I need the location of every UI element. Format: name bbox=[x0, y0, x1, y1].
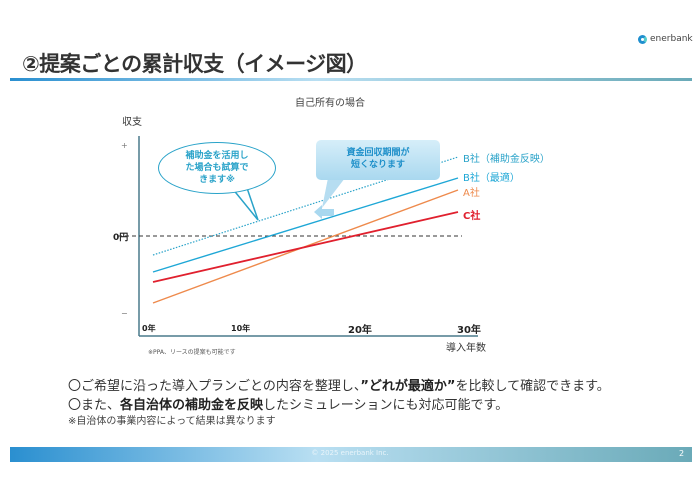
series-label-b-optimal: B社（最適） bbox=[463, 173, 520, 184]
chart-title: 自己所有の場合 bbox=[295, 98, 365, 109]
page-title: ②提案ごとの累計収支（イメージ図） bbox=[22, 52, 367, 76]
series-label-a: A社 bbox=[463, 188, 480, 199]
logo-mark-icon bbox=[638, 34, 647, 44]
series-line-0 bbox=[152, 156, 459, 256]
bold-text: 各自治体の補助金を反映 bbox=[120, 398, 264, 413]
box-tail bbox=[322, 178, 345, 208]
footer-bar bbox=[10, 447, 692, 462]
subsidy-callout-line: 補助金を活用し bbox=[185, 151, 249, 161]
payback-callout-line: 資金回収期間が bbox=[346, 148, 410, 158]
text: 〇また、 bbox=[68, 398, 121, 413]
x-tick-20: 20年 bbox=[348, 325, 372, 336]
header-divider bbox=[10, 78, 692, 81]
series-label-b-subsidy: B社（補助金反映） bbox=[463, 154, 550, 165]
body-line-2: 〇また、各自治体の補助金を反映したシミュレーションにも対応可能です。 bbox=[68, 394, 508, 413]
subsidy-callout-line: きます※ bbox=[199, 175, 235, 185]
enerbank-logo: enerbank bbox=[638, 34, 693, 44]
left-arrow-icon bbox=[314, 205, 334, 219]
page-number: 2 bbox=[679, 449, 685, 458]
copyright: © 2025 enerbank Inc. bbox=[311, 449, 389, 457]
bold-text: ”どれが最適か” bbox=[360, 379, 456, 394]
text: を比較して確認できます。 bbox=[455, 379, 610, 394]
payback-callout: 資金回収期間が 短くなります bbox=[316, 140, 440, 180]
x-tick-10: 10年 bbox=[231, 324, 251, 333]
x-tick-30: 30年 bbox=[457, 325, 481, 336]
series-label-c: C社 bbox=[463, 211, 481, 222]
subsidy-callout: 補助金を活用し た場合も試算で きます※ bbox=[158, 142, 276, 194]
bubble-tail bbox=[230, 187, 259, 221]
chart-note: ※PPA、リースの提案も可能です bbox=[148, 349, 236, 356]
footnote: ※自治体の事業内容によって結果は異なります bbox=[68, 416, 276, 427]
series-line-1 bbox=[152, 177, 459, 273]
body-line-1: 〇ご希望に沿った導入プランごとの内容を整理し、”どれが最適か”を比較して確認でき… bbox=[68, 375, 610, 394]
series-line-3 bbox=[152, 211, 459, 283]
text: 〇ご希望に沿った導入プランごとの内容を整理し、 bbox=[68, 379, 361, 394]
y-tick-plus: + bbox=[121, 141, 128, 150]
x-axis-label: 導入年数 bbox=[446, 343, 486, 354]
y-tick-zero: 0円 bbox=[113, 233, 129, 243]
x-tick-0: 0年 bbox=[142, 324, 156, 333]
y-axis-label: 収支 bbox=[122, 117, 142, 128]
subsidy-callout-line: た場合も試算で bbox=[185, 163, 249, 173]
payback-callout-line: 短くなります bbox=[350, 160, 405, 170]
logo-text: enerbank bbox=[650, 34, 693, 44]
text: したシミュレーションにも対応可能です。 bbox=[263, 398, 509, 413]
y-tick-minus: − bbox=[121, 309, 128, 318]
